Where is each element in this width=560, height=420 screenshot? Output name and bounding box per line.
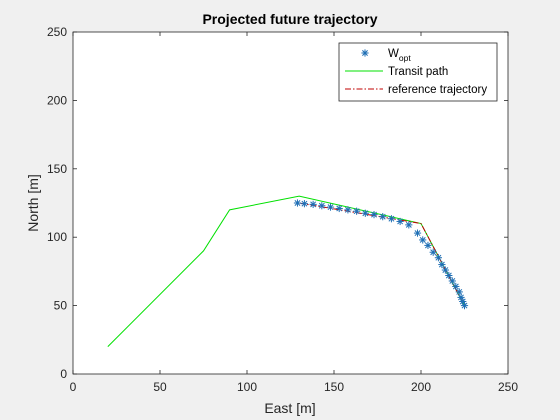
data-point-w-opt: [318, 202, 326, 210]
series-w-opt: [293, 199, 469, 310]
data-point-w-opt: [361, 209, 369, 217]
x-tick-label: 250: [498, 380, 518, 394]
data-point-w-opt: [405, 221, 413, 229]
series-layer: [107, 195, 469, 347]
axes-layer: 0 50 100 150 200 250 0 50 100 150 200 250: [47, 25, 518, 394]
y-tick-label: 50: [54, 299, 68, 313]
data-point-w-opt: [434, 254, 442, 262]
data-point-w-opt: [335, 204, 343, 213]
data-point-w-opt: [424, 241, 432, 250]
data-point-w-opt: [387, 215, 396, 223]
legend-label-subscript: opt: [399, 53, 411, 63]
data-point-w-opt: [452, 282, 460, 291]
data-point-w-opt: [293, 199, 302, 207]
x-tick-label: 150: [324, 380, 344, 394]
y-tick-label: 250: [47, 25, 67, 39]
axes-box: [72, 31, 509, 375]
chart-title: Projected future trajectory: [202, 11, 377, 27]
data-point-w-opt: [344, 206, 352, 214]
legend-marker-w-opt: [361, 49, 369, 57]
data-point-w-opt: [300, 200, 309, 208]
legend-item-reference-trajectory[interactable]: reference trajectory: [345, 84, 487, 96]
data-point-w-opt: [396, 217, 404, 226]
legend-item-transit-path[interactable]: Transit path: [345, 66, 448, 78]
data-point-w-opt: [379, 213, 387, 221]
legend-label-reference-trajectory: reference trajectory: [388, 84, 487, 96]
data-point-w-opt: [448, 277, 456, 285]
data-point-w-opt: [419, 236, 427, 244]
data-point-w-opt: [438, 260, 446, 269]
y-tick-label: 100: [47, 230, 67, 244]
y-axis-label: North [m]: [25, 174, 41, 232]
legend-label-transit-path: Transit path: [388, 66, 448, 78]
data-point-w-opt: [309, 200, 317, 208]
data-point-w-opt: [429, 248, 437, 256]
data-point-w-opt: [445, 271, 453, 280]
data-point-w-opt: [326, 203, 335, 211]
y-tick-label: 0: [60, 367, 67, 381]
data-point-w-opt: [370, 211, 378, 219]
data-point-w-opt: [460, 302, 469, 310]
x-tick-label: 100: [237, 380, 257, 394]
x-axis-label: East [m]: [264, 400, 315, 416]
data-point-w-opt: [441, 266, 449, 274]
y-tick-label: 150: [47, 162, 67, 176]
x-tick-label: 200: [411, 380, 431, 394]
data-point-w-opt: [413, 229, 422, 237]
data-point-w-opt: [455, 288, 463, 296]
y-tick-label: 200: [47, 93, 67, 107]
x-tick-label: 0: [70, 380, 77, 394]
data-point-w-opt: [353, 207, 361, 215]
x-tick-label: 50: [153, 380, 167, 394]
